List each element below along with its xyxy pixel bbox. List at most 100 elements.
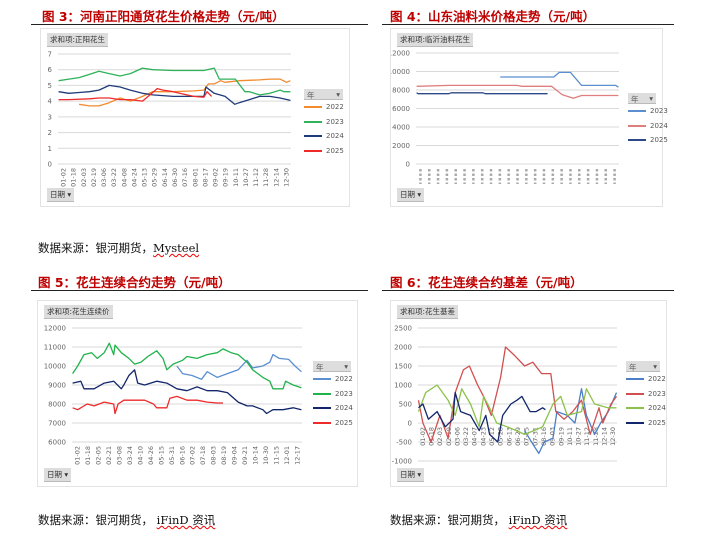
date-filter-button[interactable]: 日期 ▾ — [44, 468, 72, 482]
x-tick-label: 01-18 — [427, 427, 435, 446]
field-label[interactable]: 求和项:临沂油料花生 — [397, 33, 474, 47]
series-line-2024 — [72, 369, 302, 415]
x-tick-label: 03-06 — [453, 427, 461, 446]
legend-label: 2022 — [326, 103, 344, 112]
series-line-2022 — [176, 353, 302, 380]
legend-item: 2023 — [626, 387, 666, 402]
chart-figure-6: -1000 -500 0 500 1000 1500 2000 2500 01-02 01-18 0… — [390, 300, 667, 487]
x-tick-label: 07-16 — [181, 168, 189, 187]
series-line-2023 — [58, 67, 291, 96]
chart-figure-5: 6000 7000 8000 9000 10000 11000 12000 01-02 01-1… — [37, 300, 358, 487]
year-filter-button[interactable]: 年 ▾ — [626, 361, 660, 372]
x-tick-label: 05-28 — [497, 427, 505, 446]
x-tick-label: 02-19 — [90, 168, 98, 187]
x-tick-label: 03-22 — [462, 427, 470, 446]
series-line-2024 — [417, 384, 617, 436]
series-line-2025 — [58, 87, 213, 102]
plot-area: 0 2000 4000 6000 8000 10000 12000 — [391, 50, 619, 184]
x-tick-label: 10-30 — [262, 446, 270, 465]
x-tick-label: 04-26 — [147, 446, 155, 465]
year-filter-label: 年 — [631, 95, 639, 104]
plot-area: 6000 7000 8000 9000 10000 11000 12000 01-02 01-1… — [44, 325, 302, 465]
series-line-2023 — [72, 342, 302, 390]
source-brand: Mysteel — [153, 241, 200, 255]
x-tick-label: 01-02 — [60, 168, 68, 187]
y-tick-label: 9000 — [48, 382, 66, 390]
x-tick-label: 03-06 — [100, 168, 108, 187]
date-filter-button[interactable]: 日期 ▾ — [397, 188, 425, 202]
series-line-2023 — [417, 346, 618, 443]
date-filter-label: 日期 — [400, 470, 415, 479]
legend-swatch — [628, 110, 646, 113]
legend-label: 2022 — [648, 375, 666, 384]
x-tick-label: 11-15 — [272, 446, 280, 465]
y-tick-label: 6000 — [48, 439, 66, 447]
x-tick-label: 02-03 — [436, 427, 444, 446]
divider — [382, 290, 674, 291]
legend-label: 2023 — [648, 389, 666, 398]
legend-swatch — [628, 139, 646, 142]
x-tick-label: 07-18 — [199, 446, 207, 465]
legend-label: 2024 — [650, 121, 668, 130]
field-label[interactable]: 求和项:正阳花生 — [47, 33, 109, 47]
field-label[interactable]: 求和项:花生基差 — [397, 305, 459, 319]
y-tick-label: 1500 — [394, 363, 412, 371]
legend-swatch — [626, 421, 644, 424]
x-tick-label: 06-29 — [514, 427, 522, 446]
year-filter-label: 年 — [629, 363, 637, 372]
date-filter-label: 日期 — [50, 190, 65, 199]
x-tick-label: 11-28 — [592, 427, 600, 446]
y-tick-label: 2 — [48, 129, 52, 137]
dropdown-arrow-icon: ▾ — [336, 90, 340, 99]
year-filter-label: 年 — [316, 363, 324, 372]
x-tick-label: 08-03 — [210, 446, 218, 465]
legend-label: 2023 — [326, 117, 344, 126]
legend-item: 2025 — [313, 416, 353, 431]
y-tick-label: 4000 — [392, 124, 410, 132]
x-tick-label: 03-22 — [110, 168, 118, 187]
figure-5-title: 图 5：花生连续合约走势（元/吨） — [38, 275, 231, 290]
source-brand: iFinD 资讯 — [156, 513, 216, 527]
series-line-2023 — [500, 71, 619, 88]
legend-item: 2024 — [304, 129, 344, 144]
figure-3-title: 图 3：河南正阳通货花生价格走势（元/吨） — [42, 9, 285, 24]
x-tick-label: 08-19 — [220, 446, 228, 465]
x-tick-label: 09-04 — [231, 446, 239, 465]
date-filter-label: 日期 — [47, 470, 62, 479]
y-tick-label: 1000 — [394, 382, 412, 390]
legend-item: 2022 — [626, 372, 666, 387]
field-label[interactable]: 求和项:花生连续价 — [44, 305, 113, 319]
series-line-2025 — [418, 391, 546, 443]
legend: 年 ▾ 2022 2023 2024 2025 — [626, 361, 666, 430]
x-tick-label: 02-03 — [80, 168, 88, 187]
year-filter-button[interactable]: 年 ▾ — [304, 89, 343, 100]
x-tick-label: 05-31 — [168, 446, 176, 465]
legend-item: 2024 — [626, 401, 666, 416]
x-tick-label: 03-24 — [126, 446, 134, 465]
y-tick-label: 0 — [408, 420, 412, 428]
x-tick-label: 12-30 — [609, 427, 617, 446]
y-tick-label: 3 — [48, 113, 52, 121]
y-tick-label: 2000 — [394, 344, 412, 352]
x-tick-label: 04-23 — [479, 427, 487, 446]
date-filter-button[interactable]: 日期 ▾ — [397, 468, 425, 482]
legend-swatch — [304, 135, 322, 138]
x-tick-label: 06-16 — [178, 446, 186, 465]
chart-figure-3: 0 1 2 3 4 5 6 7 01-02 01-18 02-03 02-19 03-06 03-22 04… — [40, 28, 350, 207]
date-filter-button[interactable]: 日期 ▾ — [47, 188, 75, 202]
legend: 年 ▾ 2022 2023 2024 2025 — [313, 361, 353, 430]
legend-label: 2025 — [650, 136, 668, 145]
x-tick-label: 06-30 — [171, 168, 179, 187]
x-tick-label: 12-01 — [283, 446, 291, 465]
y-tick-label: 6 — [48, 66, 53, 74]
y-tick-label: 5 — [48, 82, 52, 90]
source-note: 数据来源：银河期货， iFinD 资讯 — [390, 512, 567, 528]
dropdown-arrow-icon: ▾ — [417, 190, 422, 199]
year-filter-button[interactable]: 年 ▾ — [313, 361, 351, 372]
chart-figure-4: 0 2000 4000 6000 8000 10000 12000 求和项:临沂油料花生日期 … — [390, 28, 668, 207]
source-note: 数据来源：银河期货，Mysteel — [38, 240, 199, 256]
year-filter-button[interactable]: 年 ▾ — [628, 93, 656, 104]
y-tick-label: 12000 — [44, 325, 66, 333]
legend-label: 2023 — [335, 389, 353, 398]
y-tick-label: 10000 — [391, 68, 410, 76]
